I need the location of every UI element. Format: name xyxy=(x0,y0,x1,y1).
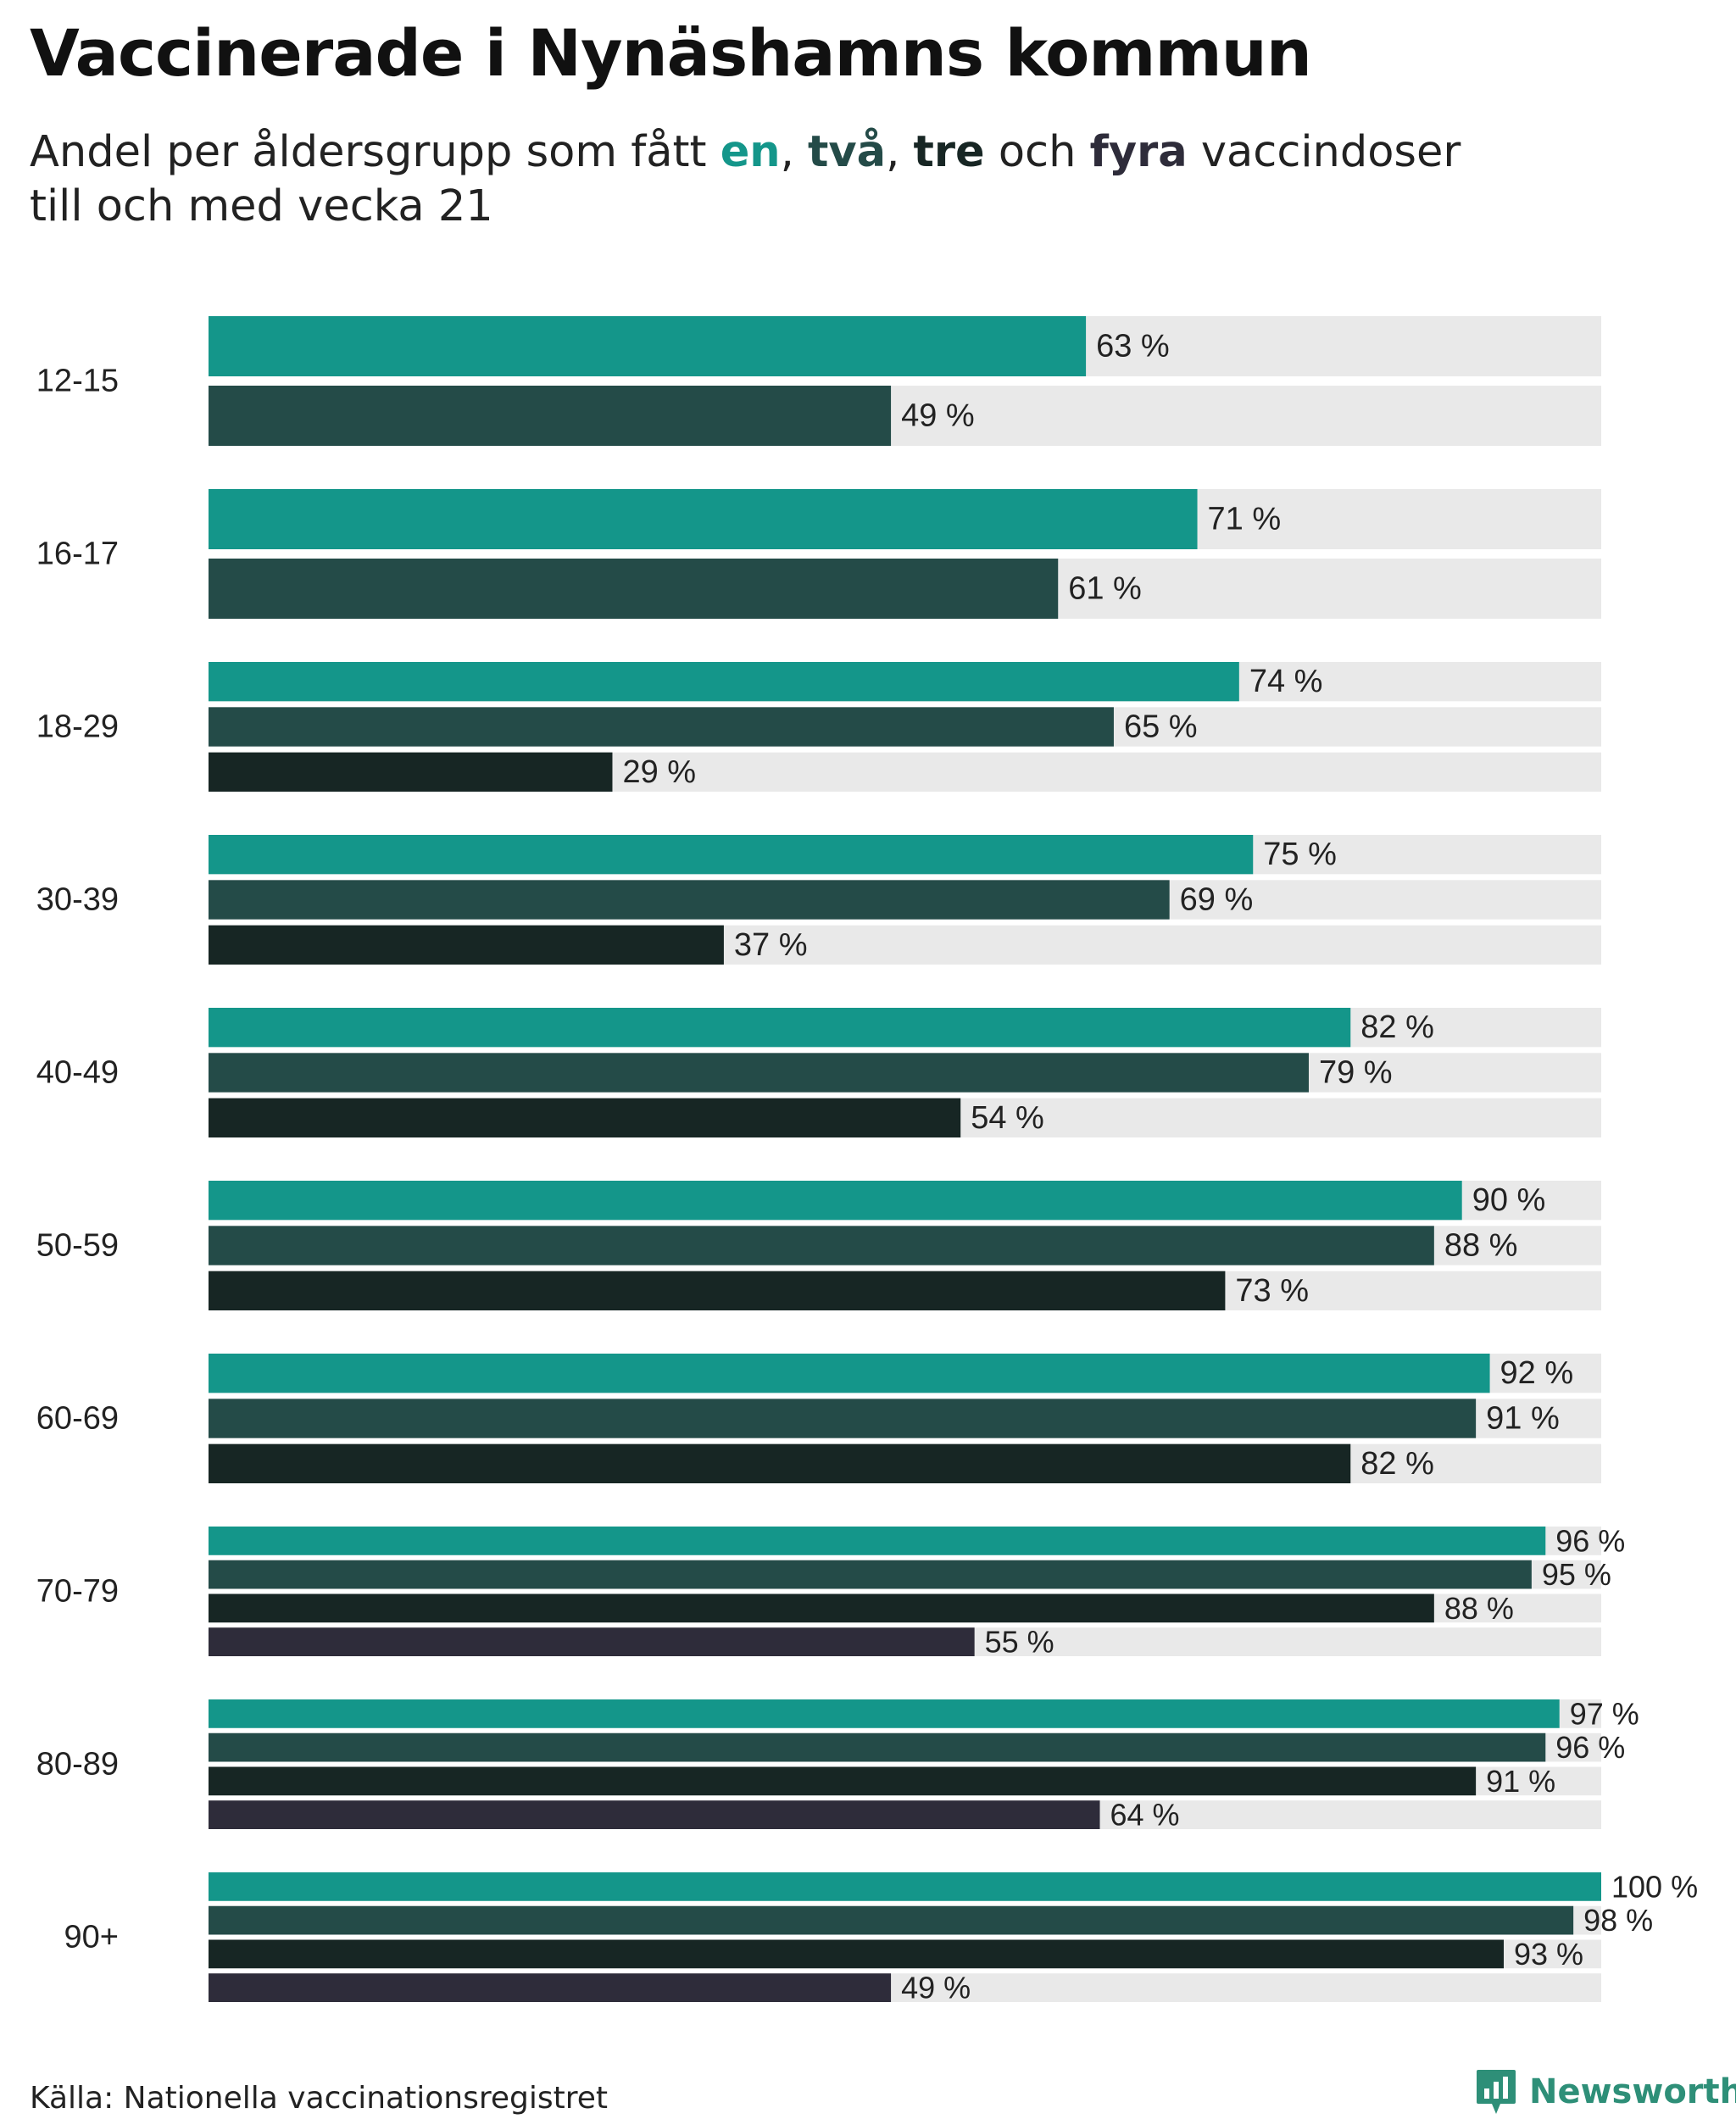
bar-three xyxy=(209,1766,1477,1796)
bar-three xyxy=(209,925,724,965)
bar-one xyxy=(209,1872,1601,1901)
data-label: 82 % xyxy=(1360,1009,1434,1045)
legend-keyword-three: tre xyxy=(913,127,985,177)
bar-two xyxy=(209,1560,1532,1589)
category-label: 16-17 xyxy=(36,537,119,572)
chart-title: Vaccinerade i Nynäshamns kommun xyxy=(30,15,1312,91)
data-label: 92 % xyxy=(1500,1355,1574,1391)
data-label: 88 % xyxy=(1444,1228,1518,1264)
bar-three xyxy=(209,1443,1351,1483)
bar-one xyxy=(209,1527,1546,1555)
category-label: 90+ xyxy=(64,1920,119,1955)
data-label: 49 % xyxy=(901,398,975,434)
data-label: 64 % xyxy=(1110,1798,1180,1833)
category-label: 60-69 xyxy=(36,1401,119,1437)
bar-three xyxy=(209,1271,1226,1310)
bar-two xyxy=(209,1732,1546,1762)
data-label: 69 % xyxy=(1180,882,1254,918)
bar-four xyxy=(209,1800,1100,1829)
data-label: 49 % xyxy=(901,1971,971,2005)
bar-one xyxy=(209,1008,1351,1048)
legend-keyword-two: två xyxy=(808,127,887,177)
data-label: 96 % xyxy=(1555,1730,1625,1765)
bar-one xyxy=(209,1354,1490,1393)
data-label: 96 % xyxy=(1555,1523,1625,1558)
data-label: 91 % xyxy=(1486,1401,1560,1437)
data-label: 90 % xyxy=(1472,1182,1546,1218)
data-label: 65 % xyxy=(1124,709,1198,745)
legend-keyword-four: fyra xyxy=(1089,127,1188,177)
data-label: 100 % xyxy=(1611,1869,1698,1904)
bar-three xyxy=(209,1098,961,1137)
subtitle-separator: , xyxy=(780,127,809,177)
bar-three xyxy=(209,1939,1504,1969)
bar-two xyxy=(209,1053,1309,1093)
bar-one xyxy=(209,489,1198,549)
data-label: 79 % xyxy=(1319,1055,1393,1091)
category-label: 18-29 xyxy=(36,709,119,745)
data-label: 97 % xyxy=(1570,1696,1639,1731)
data-label: 93 % xyxy=(1514,1937,1583,1972)
category-label: 12-15 xyxy=(36,364,119,399)
data-label: 63 % xyxy=(1096,329,1170,364)
data-label: 61 % xyxy=(1068,571,1142,607)
bar-two xyxy=(209,1399,1477,1438)
bar-two xyxy=(209,707,1114,747)
data-label: 91 % xyxy=(1486,1764,1555,1799)
data-label: 55 % xyxy=(985,1625,1054,1660)
brand-logo[interactable]: Newsworthy xyxy=(1475,2068,1736,2116)
category-label: 70-79 xyxy=(36,1574,119,1610)
category-label: 30-39 xyxy=(36,882,119,918)
data-label: 71 % xyxy=(1208,502,1282,537)
subtitle-prefix: Andel per åldersgrupp som fått xyxy=(30,127,721,177)
bar-two xyxy=(209,386,892,446)
data-label: 95 % xyxy=(1542,1557,1611,1592)
bar-one xyxy=(209,662,1239,702)
bar-three xyxy=(209,752,613,792)
data-label: 74 % xyxy=(1249,664,1323,699)
bar-one xyxy=(209,316,1087,376)
data-label: 88 % xyxy=(1444,1591,1514,1626)
data-label: 29 % xyxy=(622,754,696,790)
subtitle-line-2: till och med vecka 21 xyxy=(30,181,493,231)
subtitle-suffix: vaccindoser xyxy=(1187,127,1461,177)
bar-one xyxy=(209,835,1254,875)
subtitle-separator: och xyxy=(984,127,1090,177)
brand-name: Newsworthy xyxy=(1529,2072,1736,2111)
category-label: 50-59 xyxy=(36,1228,119,1264)
data-label: 37 % xyxy=(734,927,808,963)
subtitle-separator: , xyxy=(886,127,914,177)
data-label: 73 % xyxy=(1235,1273,1309,1309)
category-label: 80-89 xyxy=(36,1747,119,1783)
data-label: 54 % xyxy=(971,1100,1044,1136)
source-note: Källa: Nationella vaccinationsregistret xyxy=(30,2081,608,2116)
bar-two xyxy=(209,880,1170,920)
bar-four xyxy=(209,1973,892,2002)
chart-subtitle: Andel per åldersgrupp som fått en, två, … xyxy=(30,125,1640,234)
bar-two xyxy=(209,559,1059,619)
category-label: 40-49 xyxy=(36,1055,119,1091)
data-label: 98 % xyxy=(1583,1903,1653,1938)
bar-one xyxy=(209,1181,1462,1221)
bar-three xyxy=(209,1593,1434,1623)
bar-two xyxy=(209,1905,1574,1935)
bar-four xyxy=(209,1627,975,1656)
data-label: 82 % xyxy=(1360,1446,1434,1482)
bar-two xyxy=(209,1226,1434,1265)
bar-one xyxy=(209,1699,1560,1728)
bar-chart: 12-15 63 % 49 % 16-17 71 % 61 % 18-29 74 % 65 % 2… xyxy=(36,316,1698,2005)
newsworthy-logo-icon xyxy=(1477,2070,1516,2114)
data-label: 75 % xyxy=(1263,837,1337,872)
legend-keyword-one: en xyxy=(720,127,781,177)
